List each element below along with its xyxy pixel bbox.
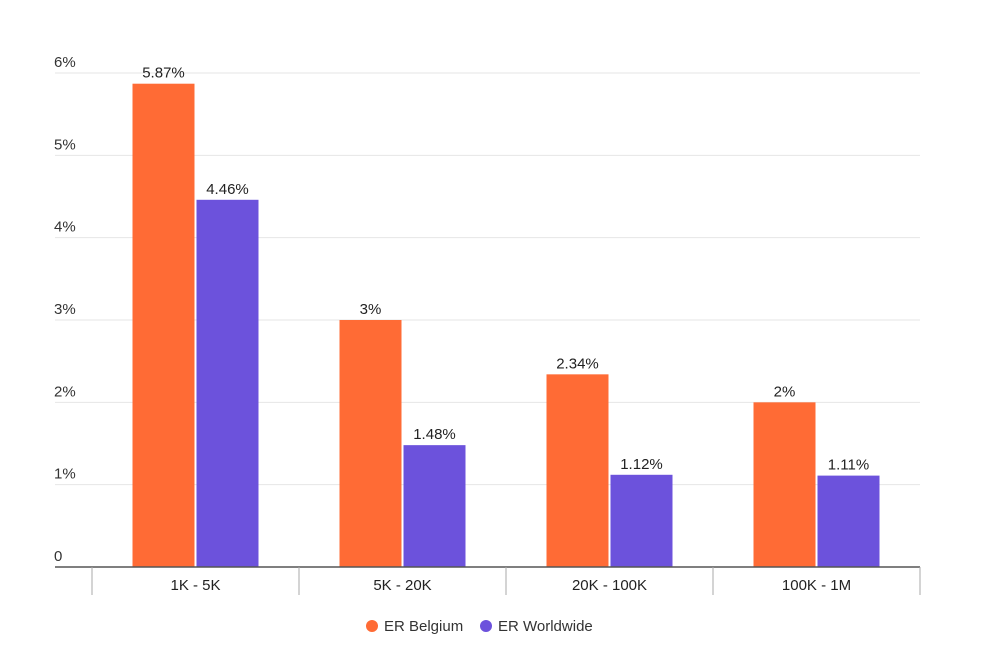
y-tick-label: 5% [54, 136, 76, 153]
data-labels: 5.87% 4.46% 3% 1.48% 2.34% 1.12% 2% 1.11% [142, 65, 869, 474]
legend: ER Belgium ER Worldwide [366, 618, 593, 635]
y-tick-label: 4% [54, 219, 76, 236]
data-label: 1.11% [828, 457, 869, 474]
legend-label: ER Belgium [384, 618, 463, 635]
y-tick-label: 3% [54, 301, 76, 318]
data-label: 4.46% [206, 181, 249, 198]
bar-er-belgium [753, 402, 816, 567]
bar-er-worldwide [403, 445, 466, 567]
bar-er-worldwide [817, 475, 880, 567]
y-tick-label: 1% [54, 466, 76, 483]
x-tick-label: 5K - 20K [373, 577, 431, 594]
legend-swatch-er-belgium [366, 620, 378, 632]
bars [132, 83, 880, 567]
bar-er-worldwide [610, 474, 673, 567]
y-tick-label: 2% [54, 383, 76, 400]
x-tick-label: 100K - 1M [782, 577, 851, 594]
data-label: 1.48% [413, 426, 456, 443]
data-label: 2.34% [556, 355, 599, 372]
bar-er-belgium [546, 374, 609, 567]
y-axis-ticks: 0 1% 2% 3% 4% 5% 6% [54, 54, 76, 565]
bar-er-worldwide [196, 199, 259, 567]
data-label: 2% [774, 383, 796, 400]
bar-er-belgium [339, 320, 402, 567]
data-label: 5.87% [142, 65, 185, 82]
y-tick-label: 6% [54, 54, 76, 71]
x-tick-label: 1K - 5K [170, 577, 220, 594]
legend-swatch-er-worldwide [480, 620, 492, 632]
bar-er-belgium [132, 83, 195, 567]
data-label: 1.12% [620, 456, 663, 473]
x-tick-label: 20K - 100K [572, 577, 647, 594]
data-label: 3% [360, 301, 382, 318]
legend-label: ER Worldwide [498, 618, 593, 635]
x-axis: 1K - 5K 5K - 20K 20K - 100K 100K - 1M [55, 566, 921, 595]
y-tick-label: 0 [54, 548, 62, 565]
